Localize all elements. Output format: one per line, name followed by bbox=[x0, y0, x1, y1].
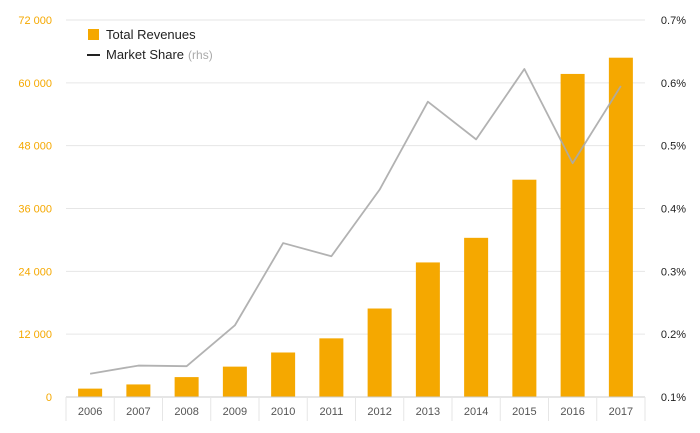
axes: 0 12 000 24 000 36 000 48 000 60 000 72 000 0.1… bbox=[18, 15, 686, 421]
revenue-bar bbox=[415, 262, 440, 397]
y-left-tick-label: 24 000 bbox=[18, 266, 52, 278]
y-right-tick-label: 0.1% bbox=[661, 392, 686, 404]
x-tick-label: 2013 bbox=[416, 406, 440, 418]
y-left-tick-label: 72 000 bbox=[18, 15, 52, 27]
legend-label-market-share-name: Market Share bbox=[106, 47, 184, 62]
x-tick-label: 2010 bbox=[271, 406, 295, 418]
x-tick-label: 2016 bbox=[560, 406, 584, 418]
legend: Total Revenues Market Share (rhs) bbox=[87, 27, 213, 62]
y-right-tick-label: 0.4% bbox=[661, 204, 686, 216]
legend-label-market-share-suffix: (rhs) bbox=[188, 48, 213, 62]
revenue-bar bbox=[126, 384, 151, 397]
revenue-bar bbox=[271, 352, 296, 397]
revenue-bar bbox=[512, 179, 537, 397]
x-tick-label: 2008 bbox=[174, 406, 198, 418]
x-tick-label: 2011 bbox=[320, 406, 344, 418]
x-tick-label: 2014 bbox=[464, 406, 488, 418]
revenue-bar bbox=[319, 338, 344, 397]
y-left-tick-label: 48 000 bbox=[18, 141, 52, 153]
y-left-tick-label: 36 000 bbox=[18, 204, 52, 216]
y-right-tick-label: 0.6% bbox=[661, 78, 686, 90]
revenue-bar bbox=[174, 377, 199, 397]
market-share-line-group bbox=[89, 68, 622, 375]
legend-label-total-revenues: Total Revenues bbox=[106, 27, 196, 42]
revenue-bar bbox=[560, 73, 585, 397]
revenue-bar bbox=[464, 237, 489, 397]
revenue-bar bbox=[608, 57, 633, 397]
revenue-bar bbox=[222, 366, 247, 397]
revenue-bars bbox=[78, 57, 633, 397]
revenue-bar bbox=[367, 308, 392, 397]
revenue-bar bbox=[78, 388, 103, 397]
legend-label-market-share: Market Share (rhs) bbox=[106, 47, 213, 62]
x-tick-label: 2017 bbox=[609, 406, 633, 418]
y-right-tick-label: 0.3% bbox=[661, 266, 686, 278]
x-tick-label: 2006 bbox=[78, 406, 102, 418]
x-tick-label: 2007 bbox=[126, 406, 150, 418]
gridlines bbox=[66, 19, 645, 335]
y-right-tick-label: 0.2% bbox=[661, 329, 686, 341]
y-left-tick-label: 0 bbox=[46, 392, 52, 404]
market-share-line bbox=[89, 68, 622, 375]
x-tick-label: 2012 bbox=[367, 406, 391, 418]
y-right-tick-label: 0.5% bbox=[661, 141, 686, 153]
y-left-tick-label: 60 000 bbox=[18, 78, 52, 90]
x-tick-label: 2009 bbox=[223, 406, 247, 418]
y-left-tick-label: 12 000 bbox=[18, 329, 52, 341]
x-tick-label: 2015 bbox=[512, 406, 536, 418]
y-right-tick-label: 0.7% bbox=[661, 15, 686, 27]
legend-swatch-total-revenues bbox=[88, 29, 99, 40]
